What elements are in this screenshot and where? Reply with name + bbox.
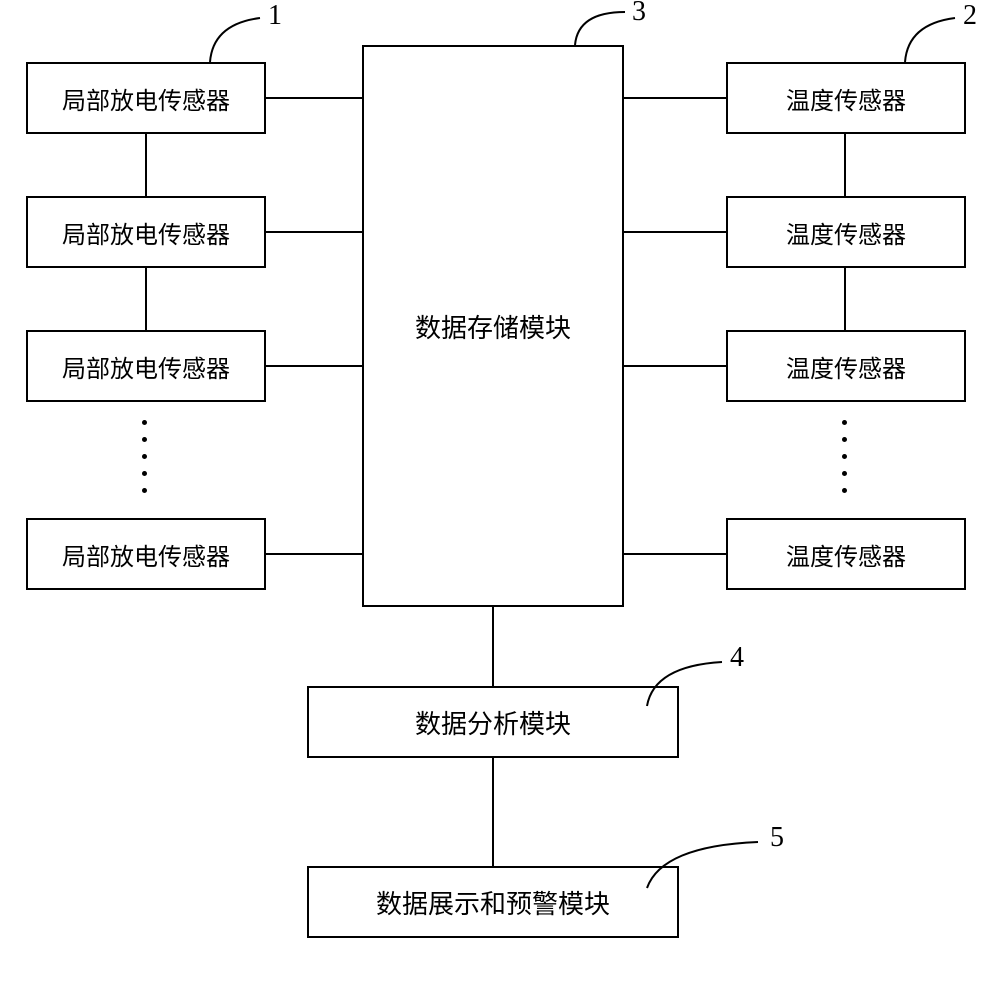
callout-arc-3 <box>570 0 640 48</box>
pd-sensor-label-1: 局部放电传感器 <box>62 81 230 116</box>
callout-arc-2 <box>900 4 970 64</box>
temp-sensor-box-2: 温度传感器 <box>726 196 966 268</box>
connector-line <box>266 231 362 233</box>
temp-sensor-label-3: 温度传感器 <box>786 349 906 384</box>
connector-line <box>266 97 362 99</box>
connector-line <box>492 607 494 686</box>
connector-line <box>844 268 846 330</box>
temp-sensor-box-3: 温度传感器 <box>726 330 966 402</box>
storage-module-box: 数据存储模块 <box>362 45 624 607</box>
ellipsis-dots-right <box>842 420 847 493</box>
callout-arc-5 <box>642 828 772 894</box>
pd-sensor-box-1: 局部放电传感器 <box>26 62 266 134</box>
pd-sensor-label-2: 局部放电传感器 <box>62 215 230 250</box>
callout-number-4: 4 <box>730 642 744 674</box>
pd-sensor-box-4: 局部放电传感器 <box>26 518 266 590</box>
pd-sensor-label-3: 局部放电传感器 <box>62 349 230 384</box>
temp-sensor-box-1: 温度传感器 <box>726 62 966 134</box>
connector-line <box>624 231 726 233</box>
display-alert-module-box: 数据展示和预警模块 <box>307 866 679 938</box>
temp-sensor-label-2: 温度传感器 <box>786 215 906 250</box>
connector-line <box>624 365 726 367</box>
display-alert-module-label: 数据展示和预警模块 <box>376 884 610 921</box>
connector-line <box>266 553 362 555</box>
connector-line <box>266 365 362 367</box>
storage-module-label: 数据存储模块 <box>415 308 571 345</box>
analysis-module-box: 数据分析模块 <box>307 686 679 758</box>
ellipsis-dots-left <box>142 420 147 493</box>
callout-number-5: 5 <box>770 822 784 854</box>
connector-line <box>844 134 846 196</box>
connector-line <box>624 97 726 99</box>
temp-sensor-label-1: 温度传感器 <box>786 81 906 116</box>
pd-sensor-box-3: 局部放电传感器 <box>26 330 266 402</box>
connector-line <box>624 553 726 555</box>
connector-line <box>492 758 494 866</box>
temp-sensor-box-4: 温度传感器 <box>726 518 966 590</box>
callout-arc-4 <box>642 648 736 712</box>
analysis-module-label: 数据分析模块 <box>415 704 571 741</box>
pd-sensor-box-2: 局部放电传感器 <box>26 196 266 268</box>
callout-number-1: 1 <box>268 0 282 32</box>
pd-sensor-label-4: 局部放电传感器 <box>62 537 230 572</box>
temp-sensor-label-4: 温度传感器 <box>786 537 906 572</box>
callout-number-2: 2 <box>963 0 977 32</box>
callout-arc-1 <box>205 4 275 64</box>
connector-line <box>145 268 147 330</box>
connector-line <box>145 134 147 196</box>
callout-number-3: 3 <box>632 0 646 28</box>
